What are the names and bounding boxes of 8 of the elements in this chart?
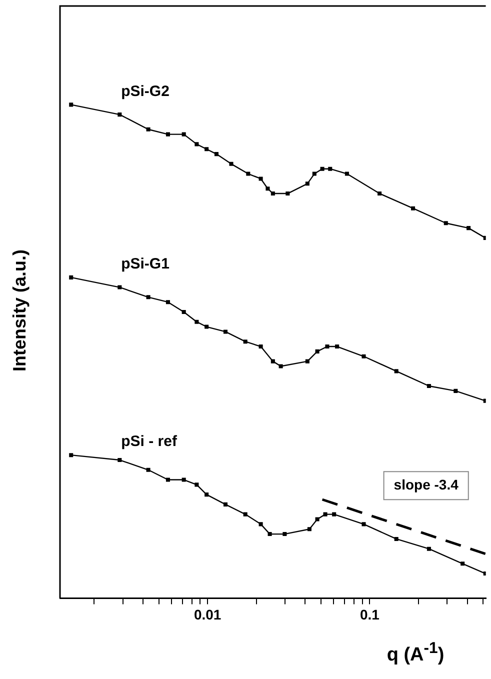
- annotation: slope -3.4: [394, 476, 459, 493]
- x-axis-title: q (A$^{-1}$): [386, 640, 446, 666]
- series-label: pSi - ref: [121, 433, 178, 450]
- y-axis-title: Intensity (a.u.): [10, 248, 30, 374]
- series-label: pSi-G1: [121, 256, 170, 273]
- x-tick-label: 0.1: [360, 606, 380, 622]
- x-tick-label: 0.01: [194, 606, 222, 622]
- series-label: pSi-G2: [121, 82, 170, 100]
